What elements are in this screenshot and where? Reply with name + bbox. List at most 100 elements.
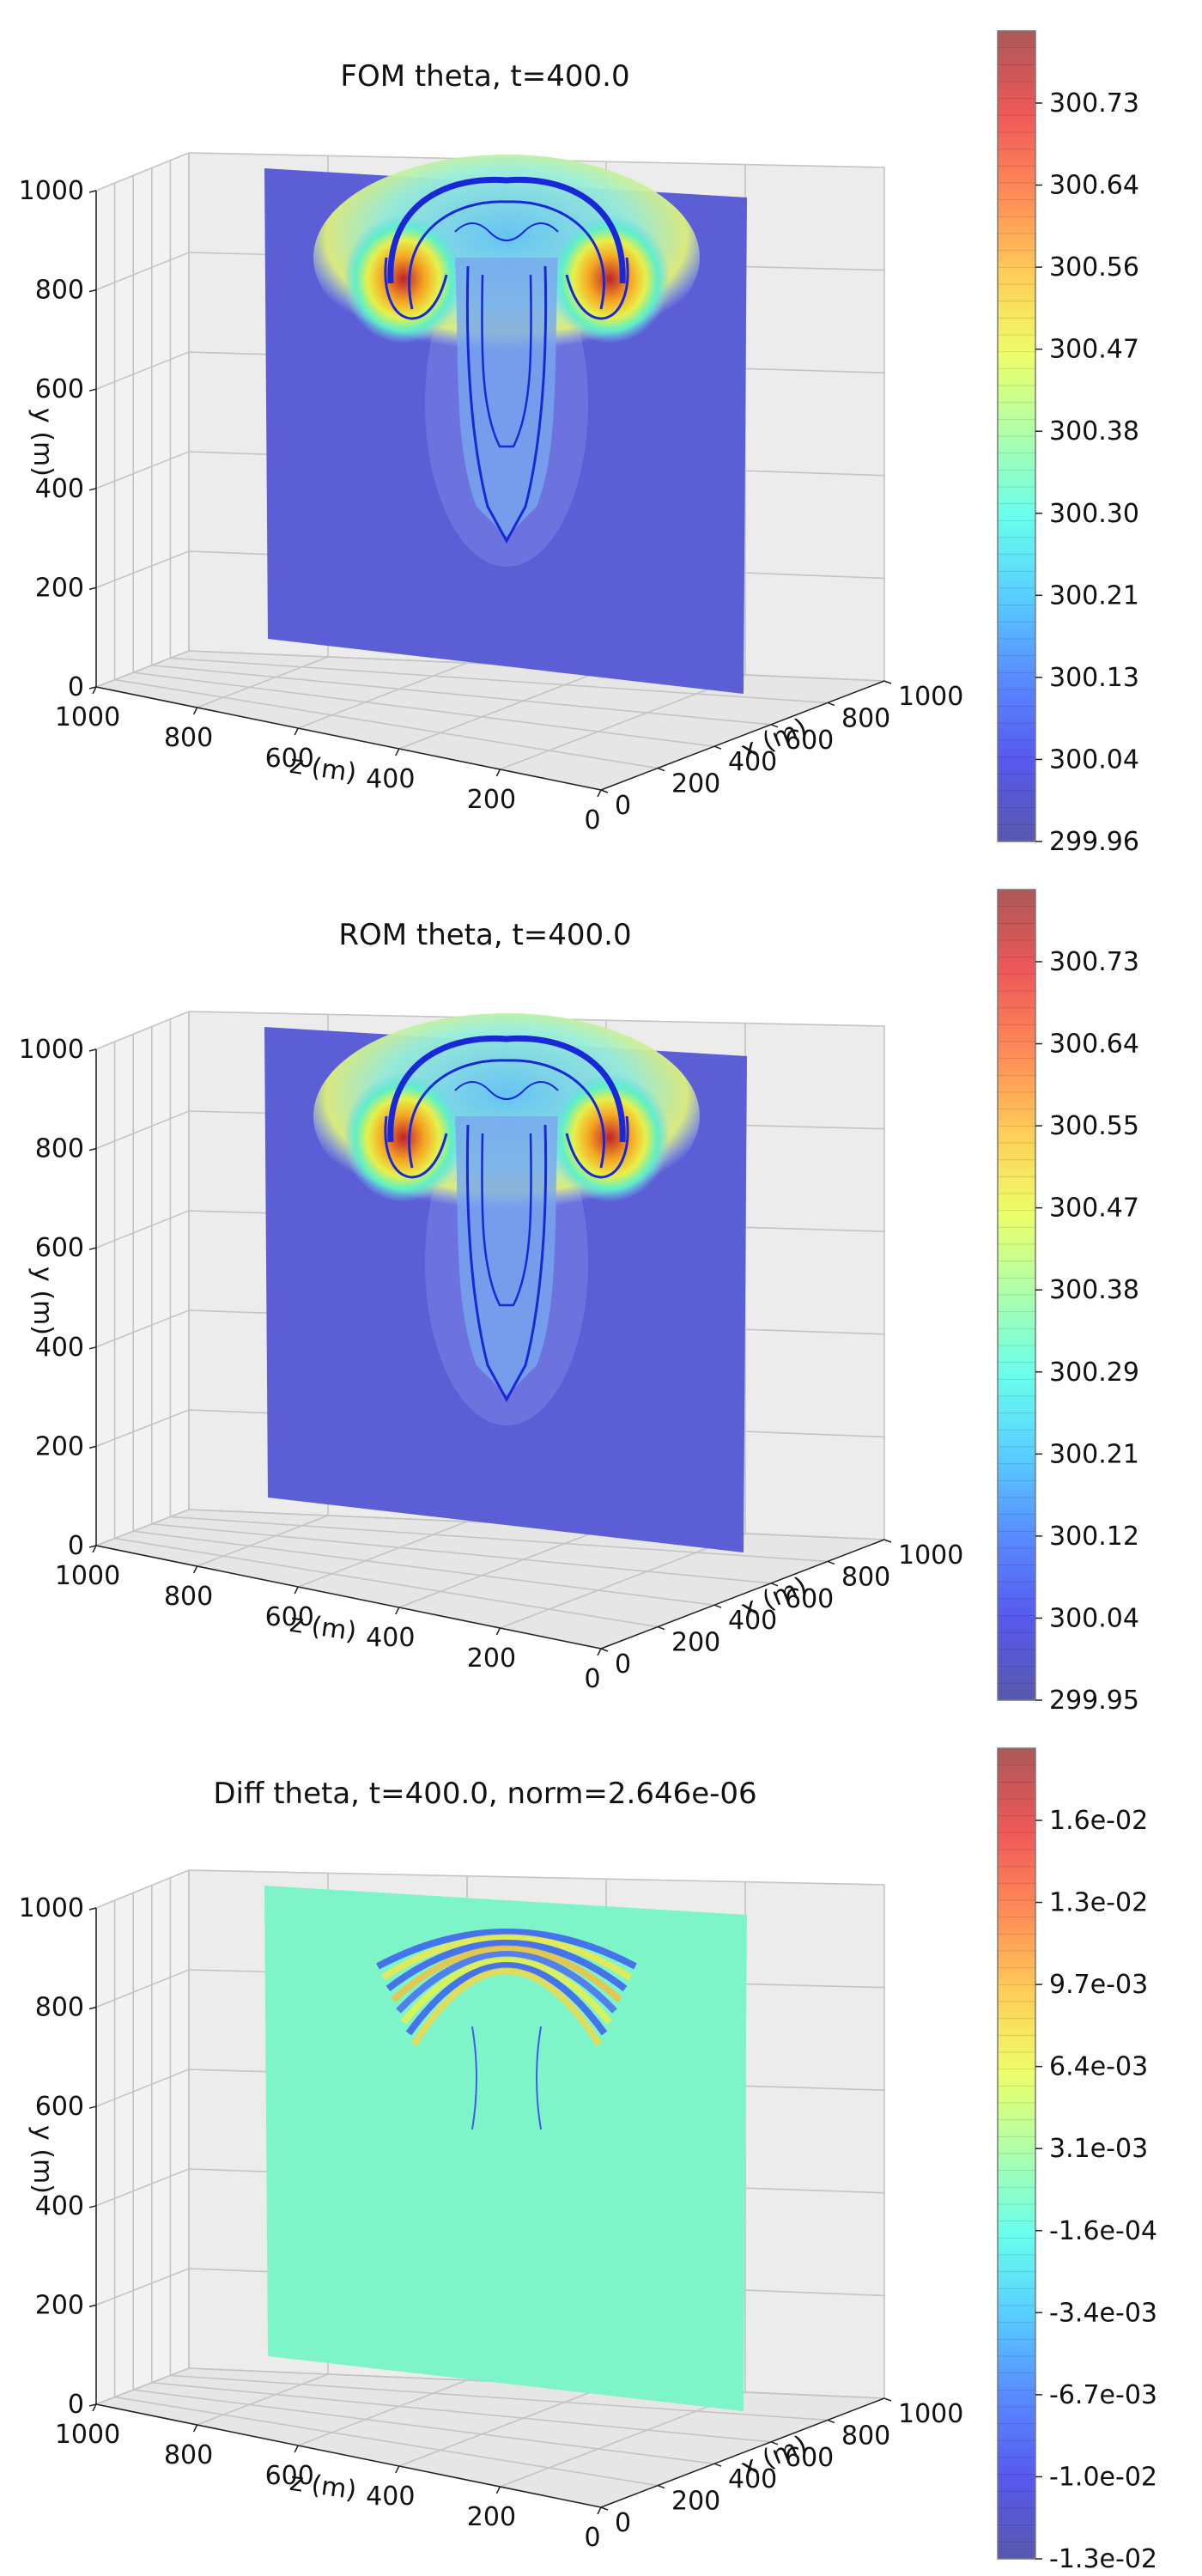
colorbar-tick-label: 300.04 <box>1049 744 1139 775</box>
z-axis: 1000 800 600 400 200 0 z (m) <box>55 2403 602 2553</box>
z-tick-label: 800 <box>164 723 213 753</box>
colorbar-tick-label: 300.55 <box>1049 1111 1139 1141</box>
z-tick-label: 400 <box>366 764 415 794</box>
y-tick-label: 800 <box>35 1993 84 2023</box>
pane-left <box>95 1011 190 1546</box>
y-tick-label: 600 <box>35 1233 84 1263</box>
pane-left <box>95 152 190 688</box>
z-tick-label: 1000 <box>55 2420 120 2450</box>
z-tick-label: 1000 <box>55 702 120 732</box>
x-tick-label: 800 <box>841 1562 890 1592</box>
slice-background <box>264 1886 747 2411</box>
y-tick-label: 400 <box>35 474 84 504</box>
plume-lobe-right <box>549 1073 670 1202</box>
x-tick-label: 200 <box>671 1628 720 1658</box>
y-axis-label: y (m) <box>27 408 58 477</box>
colorbar: 300.73 300.64 300.56 300.47 300.38 300.30 300.… <box>997 30 1139 857</box>
colorbar-tick-label: 1.6e-02 <box>1049 1806 1148 1836</box>
z-tick-label: 600 <box>265 744 314 774</box>
colorbar-tick-label: 300.21 <box>1049 1439 1139 1469</box>
y-tick-label: 400 <box>35 2191 84 2221</box>
x-tick-label: 800 <box>841 703 890 733</box>
colorbar-tick-label: 300.47 <box>1049 335 1139 365</box>
chart-title: ROM theta, t=400.0 <box>338 918 631 952</box>
y-tick-label: 1000 <box>19 176 84 206</box>
fom-theta-plot: FOM theta, t=400.0 0 200 400 600 800 1000 y (m)… <box>0 0 1202 859</box>
z-tick-label: 400 <box>366 1623 415 1653</box>
y-tick-label: 0 <box>68 672 84 702</box>
x-tick-label: 600 <box>785 1584 834 1614</box>
colorbar-tick-label: -1.3e-02 <box>1049 2544 1157 2574</box>
y-axis: 0 200 400 600 800 1000 y (m) <box>19 1035 97 1561</box>
x-tick-label: 0 <box>615 1649 631 1680</box>
x-tick-label: 800 <box>841 2421 890 2451</box>
rom-theta-plot: ROM theta, t=400.0 0 200 400 600 800 1000 y (m)… <box>0 859 1202 1717</box>
z-tick-label: 0 <box>584 1664 600 1694</box>
contour-lines <box>384 1035 629 1403</box>
colorbar-tick-label: 300.64 <box>1049 171 1139 201</box>
chart-title: FOM theta, t=400.0 <box>340 59 629 94</box>
z-tick-label: 200 <box>467 2502 516 2532</box>
colorbar-tick-label: 300.38 <box>1049 1275 1139 1305</box>
data-slice <box>264 1886 747 2411</box>
colorbar-tick-label: 299.95 <box>1049 1686 1139 1716</box>
y-axis-label: y (m) <box>27 2125 58 2194</box>
colorbar-tick-label: 300.29 <box>1049 1358 1139 1388</box>
data-slice <box>264 155 747 694</box>
colorbar: 300.73 300.64 300.55 300.47 300.38 300.29 300.… <box>997 889 1139 1716</box>
colorbar-tick-label: 6.4e-03 <box>1049 2052 1148 2082</box>
contour-lines <box>384 176 629 544</box>
colorbar-tick-label: 1.3e-02 <box>1049 1888 1148 1918</box>
z-axis-label: z (m) <box>288 2467 358 2506</box>
z-tick-label: 600 <box>265 2461 314 2491</box>
colorbar-tick-label: 3.1e-03 <box>1049 2134 1148 2164</box>
colorbar-tick-label: 300.04 <box>1049 1603 1139 1633</box>
colorbar-tick-label: 300.56 <box>1049 252 1139 283</box>
chart-svg: Diff theta, t=400.0, norm=2.646e-06 0 200 4… <box>19 1747 1157 2574</box>
x-tick-label: 1000 <box>898 1540 963 1571</box>
colorbar-tick-label: 300.30 <box>1049 499 1139 529</box>
z-tick-label: 0 <box>584 805 600 835</box>
plume-stem <box>455 1116 558 1395</box>
y-tick-label: 200 <box>35 2290 84 2320</box>
colorbar: 1.6e-02 1.3e-02 9.7e-03 6.4e-03 3.1e-03 -1.6e… <box>997 1747 1157 2574</box>
y-tick-label: 0 <box>68 2390 84 2420</box>
y-axis: 0 200 400 600 800 1000 y (m) <box>19 176 97 702</box>
diff-theta-plot: Diff theta, t=400.0, norm=2.646e-06 0 200 4… <box>0 1717 1202 2576</box>
colorbar-tick-label: 300.38 <box>1049 416 1139 447</box>
chart-title: Diff theta, t=400.0, norm=2.646e-06 <box>213 1777 756 1811</box>
colorbar-tick-label: 300.12 <box>1049 1522 1139 1552</box>
colorbar-tick-label: 300.73 <box>1049 947 1139 977</box>
plume-lobe-right <box>549 215 670 343</box>
y-tick-label: 800 <box>35 1134 84 1164</box>
colorbar-gradient <box>997 1747 1036 2560</box>
z-tick-label: 400 <box>366 2482 415 2512</box>
z-tick-label: 800 <box>164 2440 213 2470</box>
y-tick-label: 200 <box>35 573 84 603</box>
colorbar-tick-label: 299.96 <box>1049 827 1139 857</box>
y-tick-label: 1000 <box>19 1893 84 1923</box>
z-axis-label: z (m) <box>288 1608 358 1648</box>
z-axis-label: z (m) <box>288 750 358 789</box>
x-tick-label: 0 <box>615 2508 631 2538</box>
y-tick-label: 800 <box>35 276 84 306</box>
x-tick-label: 600 <box>785 726 834 756</box>
plume-lobe-left <box>343 1073 464 1202</box>
x-tick-label: 200 <box>671 2487 720 2517</box>
x-tick-label: 1000 <box>898 682 963 712</box>
colorbar-tick-label: 300.64 <box>1049 1030 1139 1060</box>
y-tick-label: 400 <box>35 1333 84 1363</box>
z-tick-label: 1000 <box>55 1561 120 1591</box>
colorbar-tick-label: -1.6e-04 <box>1049 2216 1157 2246</box>
x-tick-label: 1000 <box>898 2399 963 2429</box>
colorbar-tick-label: 300.47 <box>1049 1194 1139 1224</box>
x-tick-label: 600 <box>785 2443 834 2473</box>
colorbar-tick-label: 9.7e-03 <box>1049 1970 1148 2000</box>
difference-bands <box>376 1929 637 2130</box>
colorbar-gradient <box>997 889 1036 1701</box>
x-tick-label: 400 <box>728 2464 777 2494</box>
y-axis: 0 200 400 600 800 1000 y (m) <box>19 1893 97 2420</box>
z-tick-label: 200 <box>467 1643 516 1674</box>
data-slice <box>264 1013 747 1552</box>
